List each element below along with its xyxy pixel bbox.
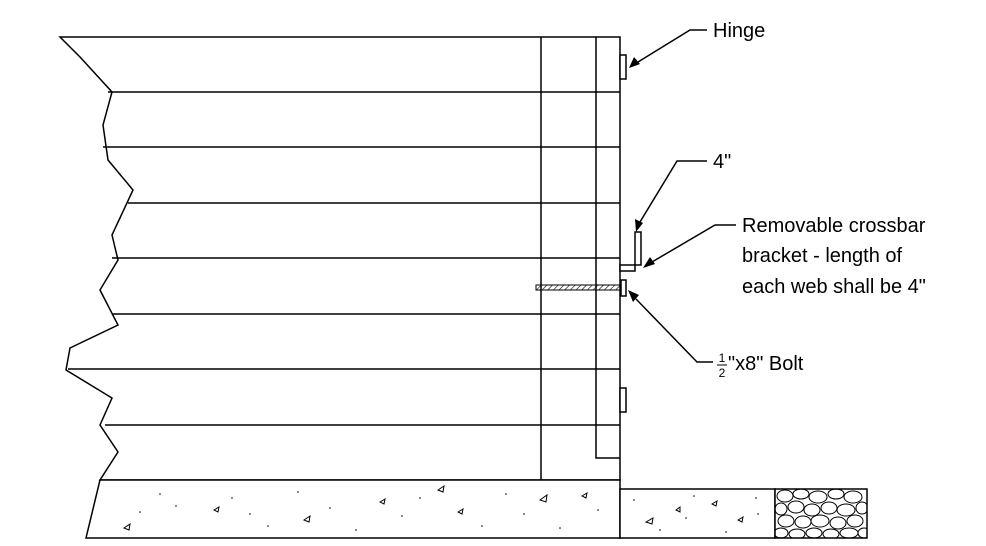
bolt-fraction-numerator: 1: [719, 351, 726, 365]
concrete-footing: [85, 479, 776, 539]
leaders: [635, 29, 736, 363]
concrete-aggregate-marks: [122, 484, 744, 531]
gravel-fill: [774, 488, 868, 539]
bracket-label-line3: each web shall be 4": [742, 276, 926, 298]
crossbar-bracket: [619, 231, 642, 272]
bracket-label-line1: Removable crossbar: [742, 215, 926, 237]
dimension-label: 4": [713, 151, 731, 173]
bolt-leader: [635, 298, 713, 363]
hinge-leader: [637, 29, 707, 63]
gate-frame: [595, 37, 620, 459]
bolt-size-text: "x8" Bolt: [728, 353, 804, 375]
bolt-label: 1 2 "x8" Bolt: [717, 351, 804, 380]
bolt-shank: [535, 284, 622, 291]
bracket-label-line2: bracket - length of: [742, 245, 903, 267]
hinge-bottom: [619, 387, 627, 413]
leader-arrowheads: [628, 57, 655, 302]
dimension-leader: [639, 160, 707, 223]
hinge-top: [619, 54, 627, 80]
bolt-head: [620, 279, 627, 297]
bracket-leader: [651, 224, 736, 263]
concrete-stipple: [139, 491, 759, 533]
wall-boards: [58, 36, 621, 481]
bolt-fraction-denominator: 2: [719, 366, 726, 380]
hinge-label: Hinge: [713, 20, 765, 42]
